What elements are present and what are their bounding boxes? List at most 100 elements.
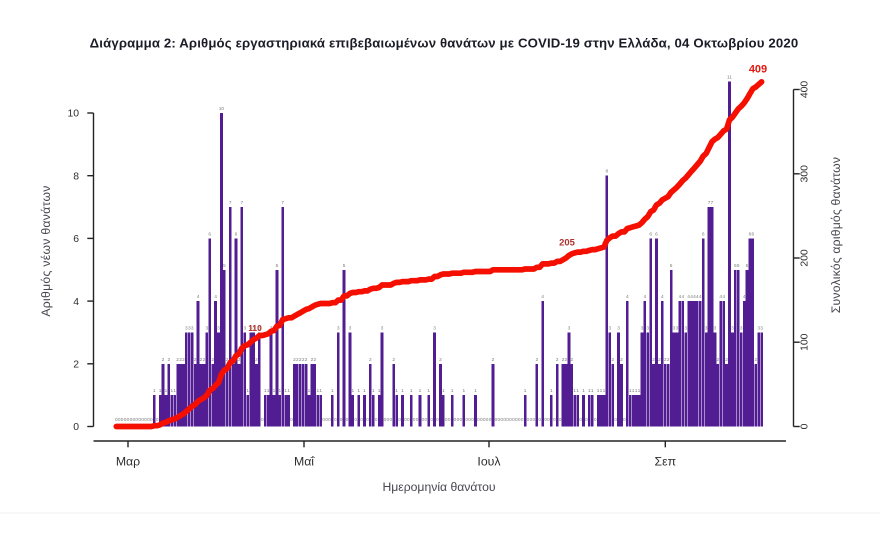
svg-text:2: 2 xyxy=(296,357,299,363)
svg-text:4: 4 xyxy=(626,294,629,300)
svg-text:1: 1 xyxy=(629,388,632,394)
svg-text:7: 7 xyxy=(281,200,284,206)
svg-text:0: 0 xyxy=(477,417,480,423)
svg-text:11: 11 xyxy=(727,75,732,81)
svg-text:3: 3 xyxy=(705,325,708,331)
svg-text:8: 8 xyxy=(606,169,609,175)
svg-text:6: 6 xyxy=(235,231,238,237)
svg-text:1: 1 xyxy=(442,388,445,394)
svg-text:1: 1 xyxy=(395,388,398,394)
svg-text:0: 0 xyxy=(328,417,331,423)
svg-text:0: 0 xyxy=(623,417,626,423)
svg-text:2: 2 xyxy=(293,357,296,363)
svg-text:4: 4 xyxy=(687,294,690,300)
svg-text:0: 0 xyxy=(538,417,541,423)
svg-text:0: 0 xyxy=(509,417,512,423)
svg-text:0: 0 xyxy=(480,417,483,423)
svg-text:6: 6 xyxy=(649,231,652,237)
svg-text:2: 2 xyxy=(182,357,185,363)
svg-text:1: 1 xyxy=(316,388,319,394)
svg-text:1: 1 xyxy=(576,388,579,394)
svg-text:3: 3 xyxy=(617,325,620,331)
svg-text:0: 0 xyxy=(340,417,343,423)
svg-text:1: 1 xyxy=(638,388,641,394)
svg-text:110: 110 xyxy=(248,323,262,333)
svg-text:Σεπ: Σεπ xyxy=(655,454,677,468)
svg-text:4: 4 xyxy=(743,294,746,300)
svg-text:409: 409 xyxy=(749,64,767,76)
svg-text:1: 1 xyxy=(331,388,334,394)
svg-text:1: 1 xyxy=(591,388,594,394)
svg-text:0: 0 xyxy=(150,417,153,423)
svg-text:0: 0 xyxy=(354,417,357,423)
svg-text:0: 0 xyxy=(457,417,460,423)
svg-text:0: 0 xyxy=(384,417,387,423)
svg-text:1: 1 xyxy=(582,388,585,394)
svg-text:Συνολικός αριθμός θανάτων: Συνολικός αριθμός θανάτων xyxy=(829,157,843,313)
svg-text:6: 6 xyxy=(702,231,705,237)
svg-text:3: 3 xyxy=(760,325,763,331)
svg-text:0: 0 xyxy=(460,417,463,423)
svg-text:4: 4 xyxy=(719,294,722,300)
svg-text:0: 0 xyxy=(579,417,582,423)
svg-text:400: 400 xyxy=(800,81,811,99)
svg-text:0: 0 xyxy=(515,417,518,423)
svg-text:4: 4 xyxy=(722,294,725,300)
svg-text:0: 0 xyxy=(127,417,130,423)
svg-text:0: 0 xyxy=(486,417,489,423)
svg-text:5: 5 xyxy=(734,263,737,269)
svg-text:0: 0 xyxy=(424,417,427,423)
svg-text:0: 0 xyxy=(454,417,457,423)
svg-text:4: 4 xyxy=(681,294,684,300)
svg-text:3: 3 xyxy=(673,325,676,331)
svg-text:3: 3 xyxy=(185,325,188,331)
svg-text:0: 0 xyxy=(527,417,530,423)
svg-text:3: 3 xyxy=(757,325,760,331)
svg-text:1: 1 xyxy=(363,388,366,394)
svg-text:3: 3 xyxy=(684,325,687,331)
svg-text:0: 0 xyxy=(407,417,410,423)
svg-text:2: 2 xyxy=(305,357,308,363)
svg-text:0: 0 xyxy=(489,417,492,423)
svg-text:3: 3 xyxy=(243,325,246,331)
svg-text:2: 2 xyxy=(203,357,206,363)
svg-text:Ημερομηνία θανάτου: Ημερομηνία θανάτου xyxy=(382,480,495,494)
svg-text:1: 1 xyxy=(462,388,465,394)
svg-text:0: 0 xyxy=(503,417,506,423)
svg-text:2: 2 xyxy=(73,360,79,371)
svg-text:3: 3 xyxy=(337,325,340,331)
svg-text:3: 3 xyxy=(349,325,352,331)
svg-text:300: 300 xyxy=(800,165,811,183)
svg-text:200: 200 xyxy=(800,249,811,267)
svg-text:0: 0 xyxy=(141,417,144,423)
svg-text:0: 0 xyxy=(430,417,433,423)
svg-text:1: 1 xyxy=(351,388,354,394)
svg-text:2: 2 xyxy=(562,357,565,363)
svg-text:3: 3 xyxy=(205,325,208,331)
svg-text:5: 5 xyxy=(670,263,673,269)
svg-text:0: 0 xyxy=(416,417,419,423)
svg-text:3: 3 xyxy=(676,325,679,331)
svg-text:Μαΐ: Μαΐ xyxy=(294,454,315,468)
svg-text:1: 1 xyxy=(573,388,576,394)
svg-text:4: 4 xyxy=(693,294,696,300)
svg-text:6: 6 xyxy=(655,231,658,237)
svg-text:1: 1 xyxy=(308,388,311,394)
svg-text:0: 0 xyxy=(471,417,474,423)
svg-text:0: 0 xyxy=(800,423,811,429)
svg-text:7: 7 xyxy=(229,200,232,206)
svg-text:1: 1 xyxy=(419,388,422,394)
svg-text:1: 1 xyxy=(600,388,603,394)
svg-text:1: 1 xyxy=(273,388,276,394)
svg-text:2: 2 xyxy=(652,357,655,363)
svg-text:0: 0 xyxy=(445,417,448,423)
svg-text:0: 0 xyxy=(334,417,337,423)
svg-text:1: 1 xyxy=(410,388,413,394)
svg-text:4: 4 xyxy=(643,294,646,300)
svg-text:5: 5 xyxy=(737,263,740,269)
svg-text:10: 10 xyxy=(67,109,79,120)
svg-text:2: 2 xyxy=(238,357,241,363)
svg-text:0: 0 xyxy=(121,417,124,423)
svg-text:2: 2 xyxy=(492,357,495,363)
svg-text:0: 0 xyxy=(135,417,138,423)
